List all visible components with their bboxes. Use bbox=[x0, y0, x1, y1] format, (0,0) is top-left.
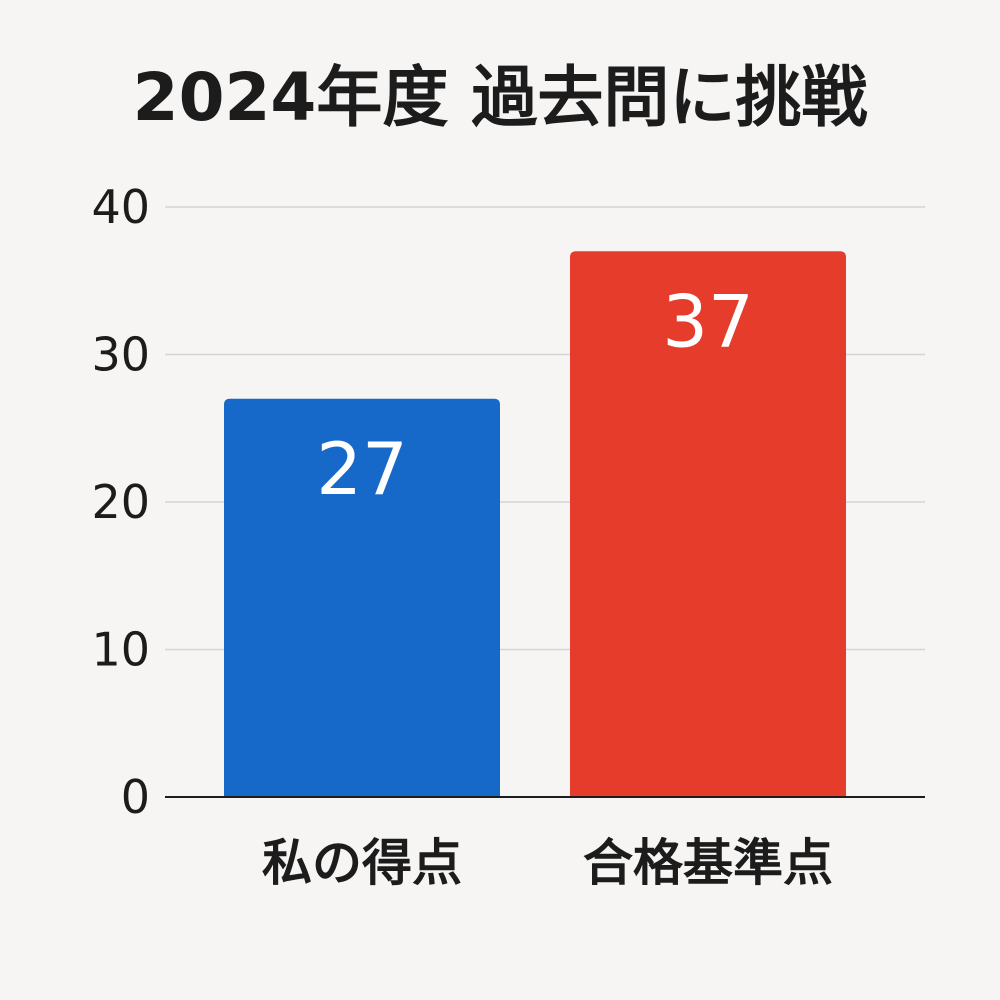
bar-value-label: 37 bbox=[662, 279, 754, 363]
category-label: 合格基準点 bbox=[583, 834, 833, 892]
category-labels: 私の得点 合格基準点 bbox=[262, 834, 833, 892]
bar-value-label: 27 bbox=[316, 427, 408, 511]
data-labels: 27 37 bbox=[316, 279, 754, 511]
y-tick-label: 40 bbox=[91, 180, 150, 234]
bar-passing-score bbox=[570, 251, 846, 797]
y-axis-ticks: 0 10 20 30 40 bbox=[91, 180, 150, 824]
category-label: 私の得点 bbox=[262, 834, 462, 892]
y-tick-label: 10 bbox=[91, 623, 150, 677]
bars bbox=[224, 251, 846, 797]
chart-title: 2024年度 過去問に挑戦 bbox=[133, 59, 868, 136]
y-tick-label: 30 bbox=[91, 328, 150, 382]
bar-my-score bbox=[224, 398, 500, 797]
y-tick-label: 0 bbox=[121, 770, 150, 824]
y-tick-label: 20 bbox=[91, 475, 150, 529]
